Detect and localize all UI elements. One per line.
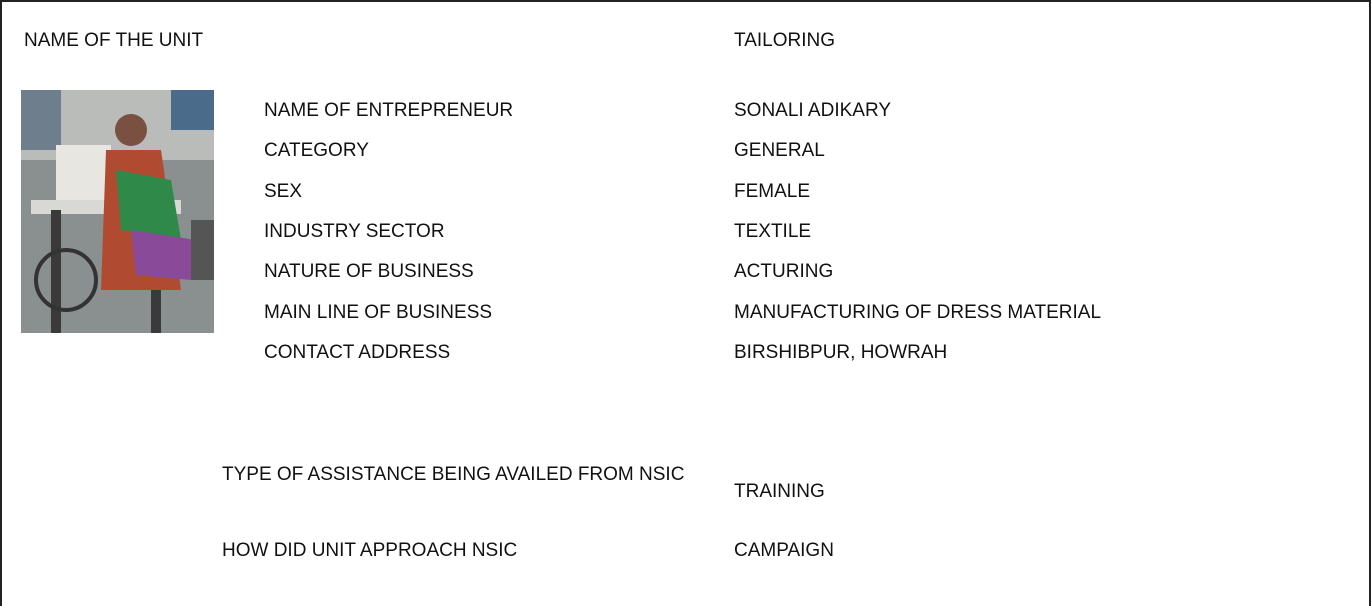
detail-label: CATEGORY xyxy=(264,140,369,162)
detail-value: SONALI ADIKARY xyxy=(734,100,891,121)
detail-label: CONTACT ADDRESS xyxy=(264,341,451,363)
detail-label: SEX xyxy=(264,180,303,202)
detail-value: TEXTILE xyxy=(734,220,812,242)
assistance-value: TRAINING xyxy=(734,481,825,502)
detail-value: ACTURING xyxy=(734,261,834,283)
detail-label: NATURE OF BUSINESS xyxy=(264,261,474,283)
detail-label: MAIN LINE OF BUSINESS xyxy=(264,301,493,323)
unit-value: TAILORING xyxy=(734,30,835,51)
detail-value: FEMALE xyxy=(734,180,811,202)
assistance-label: TYPE OF ASSISTANCE BEING AVAILED FROM NS… xyxy=(222,464,685,485)
entrepreneur-photo xyxy=(21,90,214,333)
detail-label: INDUSTRY SECTOR xyxy=(264,220,445,242)
unit-label: NAME OF THE UNIT xyxy=(24,30,204,51)
detail-value: MANUFACTURING OF DRESS MATERIAL xyxy=(734,301,1102,323)
detail-value: GENERAL xyxy=(734,140,825,162)
detail-value: BIRSHIBPUR, HOWRAH xyxy=(734,341,948,363)
assistance-label: HOW DID UNIT APPROACH NSIC xyxy=(222,540,518,561)
detail-label: NAME OF ENTREPRENEUR xyxy=(264,100,514,121)
assistance-value: CAMPAIGN xyxy=(734,540,834,561)
